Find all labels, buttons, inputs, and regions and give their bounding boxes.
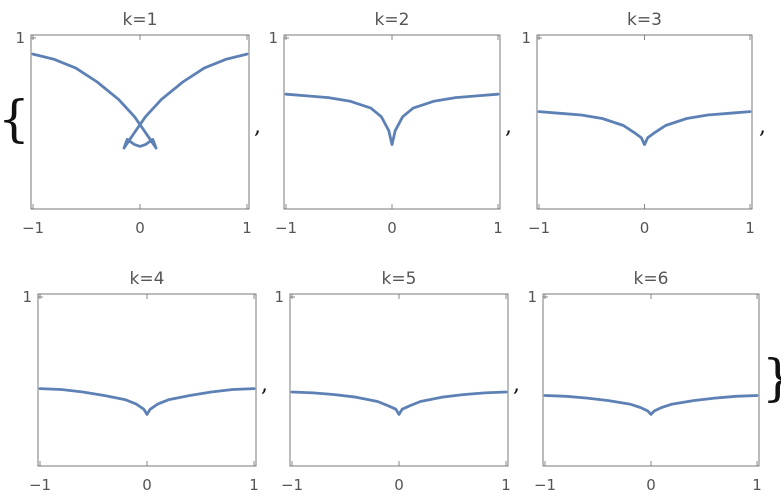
panel-5: k=5 −1 0 1 1 [274, 269, 510, 494]
panel-6: k=6 −1 0 1 1 [527, 269, 761, 494]
plot-frame [289, 293, 509, 467]
x-tick-label: 1 [501, 476, 511, 494]
x-tick-label: −1 [534, 476, 556, 494]
list-separator-1: , [254, 114, 261, 139]
series-curve [543, 394, 759, 416]
panel-title: k=2 [375, 10, 410, 30]
x-tick-label: 1 [249, 476, 259, 494]
y-tick-label: 1 [521, 29, 531, 47]
plot-frame [542, 293, 760, 467]
panel-title: k=3 [627, 10, 662, 30]
x-tick-label: −1 [275, 219, 297, 237]
list-separator-5: , [513, 372, 520, 397]
series-curve [284, 92, 500, 146]
y-tick-label: 1 [527, 288, 537, 306]
y-tick-label: 1 [268, 29, 278, 47]
plot-frame [536, 34, 753, 210]
x-tick-label: 0 [640, 219, 650, 237]
list-separator-4: , [261, 372, 268, 397]
x-tick-label: 0 [646, 476, 656, 494]
panel-title: k=6 [634, 269, 669, 289]
x-tick-label: −1 [29, 476, 51, 494]
panel-title: k=5 [382, 269, 417, 289]
series-curve [537, 110, 752, 146]
x-tick-label: −1 [281, 476, 303, 494]
y-tick-label: 1 [22, 288, 32, 306]
panel-4: k=4 −1 0 1 1 [22, 269, 258, 494]
panel-1: k=1 −1 0 1 1 [15, 10, 251, 237]
x-tick-label: 1 [493, 219, 503, 237]
series-curve [31, 52, 249, 150]
x-tick-label: 1 [752, 476, 762, 494]
x-tick-label: 0 [387, 219, 397, 237]
panel-title: k=1 [123, 10, 158, 30]
panel-2: k=2 −1 0 1 1 [268, 10, 502, 237]
list-separator-3: , [759, 114, 766, 139]
panel-title: k=4 [130, 269, 165, 289]
x-tick-label: 0 [135, 219, 145, 237]
list-separator-2: , [505, 114, 512, 139]
x-tick-label: 0 [142, 476, 152, 494]
y-tick-label: 1 [15, 29, 25, 47]
series-curve [290, 390, 508, 416]
plot-frame [30, 34, 250, 210]
series-curve [38, 387, 256, 416]
list-open-brace: { [0, 90, 30, 148]
x-tick-label: 1 [745, 219, 755, 237]
plot-frame [37, 293, 257, 467]
panel-3: k=3 −1 0 1 1 [521, 10, 754, 237]
plot-frame [283, 34, 501, 210]
x-tick-label: 0 [394, 476, 404, 494]
y-tick-label: 1 [274, 288, 284, 306]
x-tick-label: 1 [242, 219, 252, 237]
list-close-brace: } [762, 349, 781, 407]
x-tick-label: −1 [22, 219, 44, 237]
x-tick-label: −1 [528, 219, 550, 237]
